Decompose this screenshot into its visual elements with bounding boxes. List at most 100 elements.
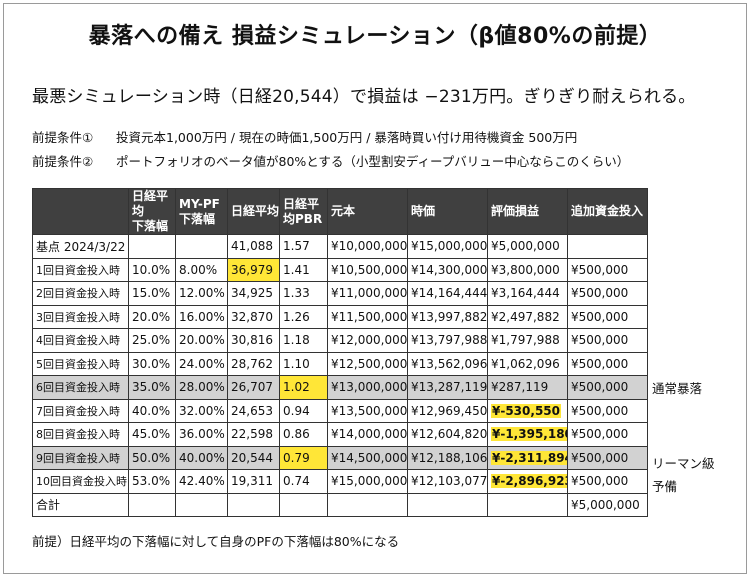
cell-nikkei-drop: 15.0% (128, 281, 176, 306)
cell-nikkei: 20,544 (227, 445, 280, 470)
header-mypf-drop: MY-PF 下落幅 (175, 188, 228, 235)
cell-nikkei: 32,870 (227, 304, 280, 329)
cell-mypf-drop: 32.00% (175, 398, 228, 423)
header-nikkei-drop-label: 日経平均 下落幅 (132, 189, 169, 234)
cell-market-value: ¥13,997,882 (407, 304, 488, 329)
cell-pnl: ¥1,062,096 (487, 351, 568, 376)
slide-frame (3, 3, 747, 574)
cell-nikkei: 34,925 (227, 281, 280, 306)
table-row: 7回目資金投入時 40.0% 32.00% 24,653 0.94 ¥13,500,000… (32, 398, 648, 423)
cell-pbr: 1.41 (279, 257, 328, 282)
cell-pnl: ¥1,797,988 (487, 328, 568, 353)
cell-nikkei-drop: 53.0% (128, 469, 176, 494)
condition-2-text: ポートフォリオのベータ値が80%とする（小型割安ディープバリュー中心ならこのくら… (116, 154, 630, 169)
condition-2-label: 前提条件② (32, 154, 94, 169)
table-row: 4回目資金投入時 25.0% 20.00% 30,816 1.18 ¥12,000,000… (32, 328, 648, 353)
cell-nikkei-drop: 20.0% (128, 304, 176, 329)
cell-additional: ¥500,000 (567, 281, 648, 306)
cell-market-value: ¥14,300,000 (407, 257, 488, 282)
cell-mypf-drop: 8.00% (175, 257, 228, 282)
cell-additional: ¥500,000 (567, 328, 648, 353)
cell-additional: ¥500,000 (567, 375, 648, 400)
cell-market-value: ¥13,797,988 (407, 328, 488, 353)
cell-pnl: ¥5,000,000 (487, 234, 568, 259)
cell-mypf-drop: 28.00% (175, 375, 228, 400)
cell-principal: ¥13,500,000 (327, 398, 408, 423)
table-row: 合計 ¥5,000,000 (32, 492, 648, 517)
cell-label: 9回目資金投入時 (32, 445, 129, 470)
negative-pnl-value: ¥-2,311,894 (491, 450, 567, 465)
cell-principal (327, 492, 408, 517)
negative-pnl-value: ¥-2,896,923 (491, 474, 567, 489)
cell-mypf-drop: 42.40% (175, 469, 228, 494)
cell-pbr: 1.02 (279, 375, 328, 400)
header-nikkei: 日経平均 (227, 188, 280, 235)
header-nikkei-drop: 日経平均 下落幅 (128, 188, 176, 235)
cell-principal: ¥11,500,000 (327, 304, 408, 329)
cell-pbr: 1.26 (279, 304, 328, 329)
cell-pnl: ¥-530,550 (487, 398, 568, 423)
page-title: 暴落への備え 損益シミュレーション（β値80%の前提） (88, 24, 662, 49)
header-pbr-label: 日経平 均PBR (283, 196, 323, 226)
table-row: 10回目資金投入時 53.0% 42.40% 19,311 0.74 ¥15,000,00… (32, 469, 648, 494)
cell-pnl: ¥-1,395,180 (487, 422, 568, 447)
cell-label: 5回目資金投入時 (32, 351, 129, 376)
cell-mypf-drop: 20.00% (175, 328, 228, 353)
cell-mypf-drop: 40.00% (175, 445, 228, 470)
table-row: 基点 2024/3/22 41,088 1.57 ¥10,000,000 ¥15,000… (32, 234, 648, 259)
cell-market-value: ¥12,188,106 (407, 445, 488, 470)
cell-nikkei: 26,707 (227, 375, 280, 400)
table-row: 5回目資金投入時 30.0% 24.00% 28,762 1.10 ¥12,500,000… (32, 351, 648, 376)
simulation-table: 日経平均 下落幅 MY-PF 下落幅 日経平均 日経平 均PBR 元本 時価 評… (32, 188, 648, 517)
cell-label: 7回目資金投入時 (32, 398, 129, 423)
cell-mypf-drop: 12.00% (175, 281, 228, 306)
cell-principal: ¥10,000,000 (327, 234, 408, 259)
cell-pbr: 1.57 (279, 234, 328, 259)
cell-mypf-drop (175, 492, 228, 517)
cell-additional: ¥5,000,000 (567, 492, 648, 517)
condition-1: 前提条件① 投資元本1,000万円 / 現在の時価1,500万円 / 暴落時買い付… (32, 127, 577, 146)
cell-principal: ¥13,000,000 (327, 375, 408, 400)
condition-2: 前提条件② ポートフォリオのベータ値が80%とする（小型割安ディープバリュー中心な… (32, 151, 629, 170)
header-blank (32, 188, 129, 235)
cell-nikkei: 19,311 (227, 469, 280, 494)
table-row: 1回目資金投入時 10.0% 8.00% 36,979 1.41 ¥10,500,000 ¥… (32, 257, 648, 282)
cell-pbr: 0.86 (279, 422, 328, 447)
cell-market-value: ¥12,969,450 (407, 398, 488, 423)
table-row: 8回目資金投入時 45.0% 36.00% 22,598 0.86 ¥14,000,000… (32, 422, 648, 447)
cell-nikkei-drop: 35.0% (128, 375, 176, 400)
note-lehman-class: リーマン級 (652, 456, 715, 471)
cell-additional (567, 234, 648, 259)
cell-label: 合計 (32, 492, 129, 517)
cell-nikkei: 30,816 (227, 328, 280, 353)
header-principal: 元本 (327, 188, 408, 235)
cell-pnl: ¥2,497,882 (487, 304, 568, 329)
cell-market-value (407, 492, 488, 517)
table-row: 9回目資金投入時 50.0% 40.00% 20,544 0.79 ¥14,500,000… (32, 445, 648, 470)
cell-additional: ¥500,000 (567, 351, 648, 376)
cell-market-value: ¥12,604,820 (407, 422, 488, 447)
cell-pnl (487, 492, 568, 517)
header-pbr: 日経平 均PBR (279, 188, 328, 235)
table-row: 2回目資金投入時 15.0% 12.00% 34,925 1.33 ¥11,000,000… (32, 281, 648, 306)
cell-label: 4回目資金投入時 (32, 328, 129, 353)
cell-market-value: ¥13,287,119 (407, 375, 488, 400)
cell-nikkei: 28,762 (227, 351, 280, 376)
cell-principal: ¥12,000,000 (327, 328, 408, 353)
note-reserve: 予備 (652, 479, 678, 494)
cell-mypf-drop (175, 234, 228, 259)
cell-principal: ¥15,000,000 (327, 469, 408, 494)
cell-pbr: 0.74 (279, 469, 328, 494)
header-principal-label: 元本 (331, 204, 356, 218)
cell-market-value: ¥15,000,000 (407, 234, 488, 259)
cell-pbr: 1.18 (279, 328, 328, 353)
cell-label: 6回目資金投入時 (32, 375, 129, 400)
cell-principal: ¥14,500,000 (327, 445, 408, 470)
cell-nikkei-drop: 50.0% (128, 445, 176, 470)
cell-market-value: ¥12,103,077 (407, 469, 488, 494)
cell-mypf-drop: 24.00% (175, 351, 228, 376)
header-pnl: 評価損益 (487, 188, 568, 235)
cell-additional: ¥500,000 (567, 398, 648, 423)
header-mypf-drop-label: MY-PF 下落幅 (179, 196, 220, 226)
cell-nikkei-drop: 30.0% (128, 351, 176, 376)
